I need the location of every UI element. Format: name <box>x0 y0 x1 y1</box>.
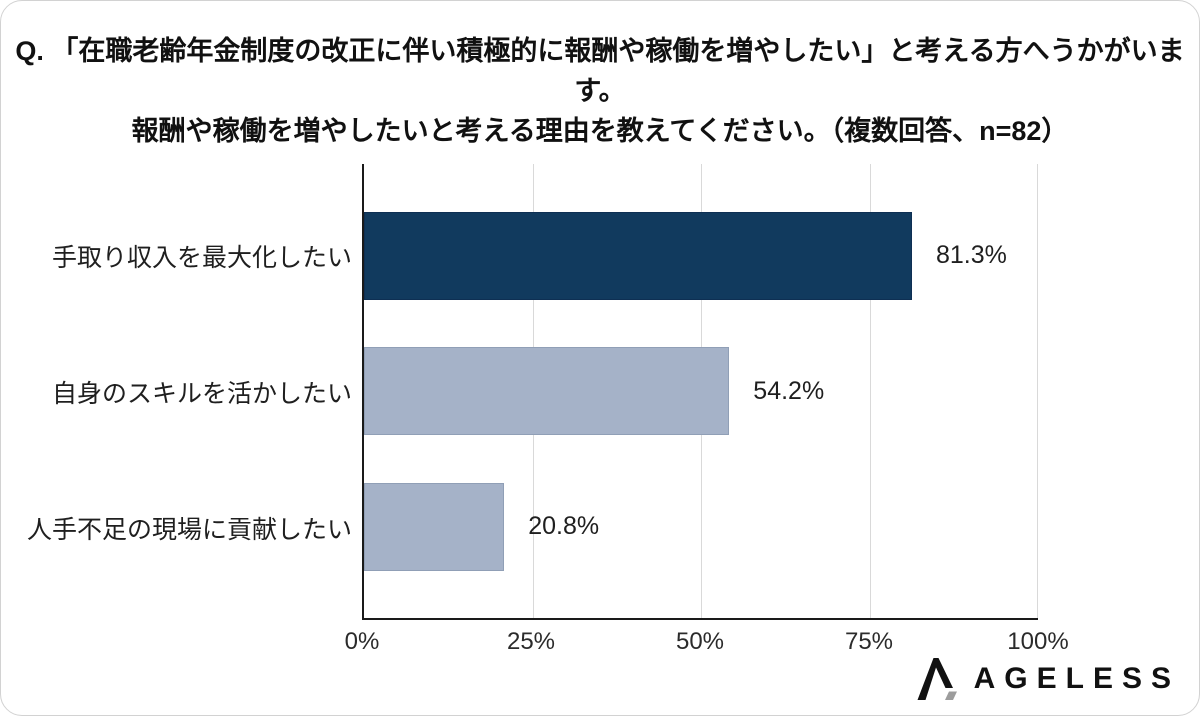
bar-row: 54.2% <box>364 347 1038 435</box>
bar-use-skills <box>364 347 730 435</box>
gridline-75 <box>869 164 871 618</box>
x-tick-75: 75% <box>844 628 894 655</box>
bar-series: 81.3% 54.2% 20.8% <box>364 164 1038 618</box>
category-label: 手取り収入を最大化したい <box>51 244 352 272</box>
category-label: 人手不足の現場に貢献したい <box>26 516 352 544</box>
bar-value-label: 20.8% <box>528 512 600 540</box>
ageless-caret-icon <box>917 658 957 700</box>
x-tick-0: 0% <box>344 628 380 655</box>
plot-area: 81.3% 54.2% 20.8% <box>362 164 1038 620</box>
gridline-100 <box>1037 164 1038 618</box>
bar-row: 81.3% <box>364 211 1038 300</box>
brand-logo: AGELESS <box>912 657 1171 701</box>
chart-title-line2: 報酬や稼働を増やしたいと考える理由を教えてください。（複数回答、n=82） <box>131 116 1069 146</box>
brand-logo-text: AGELESS <box>973 662 1180 695</box>
bar-chart: 手取り収入を最大化したい 自身のスキルを活かしたい 人手不足の現場に貢献したい … <box>1 164 1199 655</box>
bar-value-label: 81.3% <box>935 241 1007 269</box>
x-tick-100: 100% <box>1007 628 1069 655</box>
category-label: 自身のスキルを活かしたい <box>51 380 352 408</box>
x-axis-tick-labels: 0% 25% 50% 75% 100% <box>345 622 1069 662</box>
bar-row: 20.8% <box>364 482 1038 571</box>
chart-title: Q. 「在職老齢年金制度の改正に伴い積極的に報酬や稼働を増やしたい」と考える方へ… <box>1 31 1199 151</box>
x-tick-50: 50% <box>675 628 725 655</box>
bar-value-label: 54.2% <box>753 376 825 405</box>
bar-maximize-income <box>364 211 912 300</box>
x-tick-25: 25% <box>506 628 556 655</box>
chart-title-line1: Q. 「在職老齢年金制度の改正に伴い積極的に報酬や稼働を増やしたい」と考える方へ… <box>15 36 1185 106</box>
category-axis-labels: 手取り収入を最大化したい 自身のスキルを活かしたい 人手不足の現場に貢献したい <box>1 164 362 620</box>
bar-contribute-labor-shortage <box>364 482 505 571</box>
